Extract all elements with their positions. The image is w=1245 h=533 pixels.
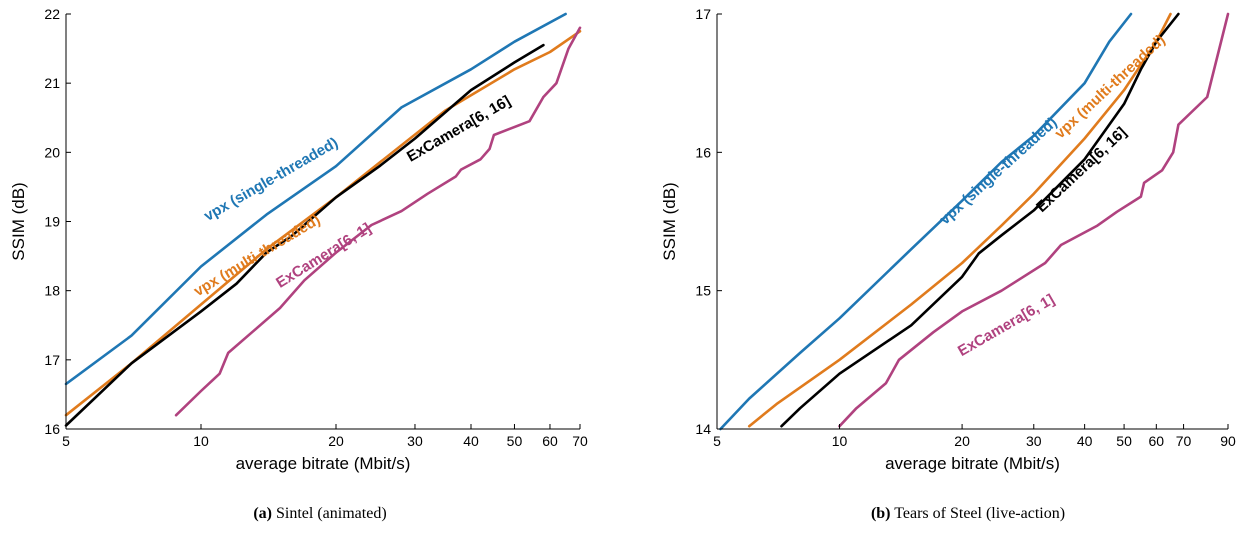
series-line-excamera-6-1 bbox=[174, 26, 582, 417]
x-tick-label: 60 bbox=[542, 433, 558, 449]
y-tick-label: 20 bbox=[44, 144, 60, 160]
y-tick-label: 16 bbox=[44, 421, 60, 437]
y-tick-label: 22 bbox=[44, 6, 60, 22]
x-tick-label: 70 bbox=[1176, 433, 1192, 449]
series-label-vpx-multi-threaded: vpx (multi-threaded) bbox=[191, 211, 323, 300]
y-axis-label: SSIM (dB) bbox=[9, 182, 28, 260]
x-tick-label: 10 bbox=[193, 433, 209, 449]
x-tick-label: 10 bbox=[832, 433, 848, 449]
series-line-vpx-multi-threaded bbox=[747, 12, 1172, 428]
y-tick-label: 15 bbox=[695, 283, 711, 299]
caption-text: Sintel (animated) bbox=[276, 505, 387, 522]
x-tick-label: 5 bbox=[62, 433, 70, 449]
tears-of-steel-chart: 14 15 16 17 5 10 20 30 40 50 60 70 90 average bitrate… bbox=[660, 6, 1236, 473]
caption-letter: (a) bbox=[253, 505, 273, 522]
series-line-vpx-single-threaded bbox=[64, 12, 567, 386]
x-tick-label: 20 bbox=[328, 433, 344, 449]
x-axis-label: average bitrate (Mbit/s) bbox=[236, 454, 411, 473]
y-tick-label: 19 bbox=[44, 214, 60, 230]
x-tick-label: 40 bbox=[463, 433, 479, 449]
y-tick-label: 17 bbox=[44, 352, 60, 368]
series-line-excamera-6-1 bbox=[838, 12, 1230, 428]
series-line-excamera-6-16 bbox=[780, 12, 1180, 428]
x-tick-label: 50 bbox=[1116, 433, 1132, 449]
x-tick-label: 30 bbox=[1026, 433, 1042, 449]
series-line-excamera-6-16 bbox=[64, 43, 545, 427]
series-line-vpx-single-threaded bbox=[719, 12, 1133, 431]
x-tick-label: 60 bbox=[1149, 433, 1165, 449]
sintel-chart: 16 17 18 19 20 21 22 5 10 20 30 40 50 60 70 average bit… bbox=[9, 6, 588, 473]
y-tick-label: 18 bbox=[44, 283, 60, 299]
caption-text: Tears of Steel (live-action) bbox=[894, 505, 1066, 522]
x-tick-label: 30 bbox=[407, 433, 423, 449]
x-tick-label: 20 bbox=[954, 433, 970, 449]
x-tick-label: 5 bbox=[713, 433, 721, 449]
series-line-vpx-multi-threaded bbox=[64, 30, 582, 417]
y-tick-label: 17 bbox=[695, 6, 711, 22]
y-tick-label: 21 bbox=[44, 75, 60, 91]
x-tick-label: 70 bbox=[572, 433, 588, 449]
x-tick-label: 50 bbox=[507, 433, 523, 449]
x-tick-label: 90 bbox=[1220, 433, 1236, 449]
caption-tears-of-steel: (b) Tears of Steel (live-action) bbox=[871, 505, 1065, 523]
y-axis-label: SSIM (dB) bbox=[660, 182, 679, 260]
series-label-excamera-6-1: ExCamera[6, 1] bbox=[955, 291, 1057, 360]
caption-sintel: (a) Sintel (animated) bbox=[253, 505, 386, 523]
y-tick-label: 14 bbox=[695, 421, 711, 437]
caption-letter: (b) bbox=[870, 505, 891, 522]
y-tick-label: 16 bbox=[695, 144, 711, 160]
x-tick-label: 40 bbox=[1077, 433, 1093, 449]
x-axis-label: average bitrate (Mbit/s) bbox=[885, 454, 1060, 473]
